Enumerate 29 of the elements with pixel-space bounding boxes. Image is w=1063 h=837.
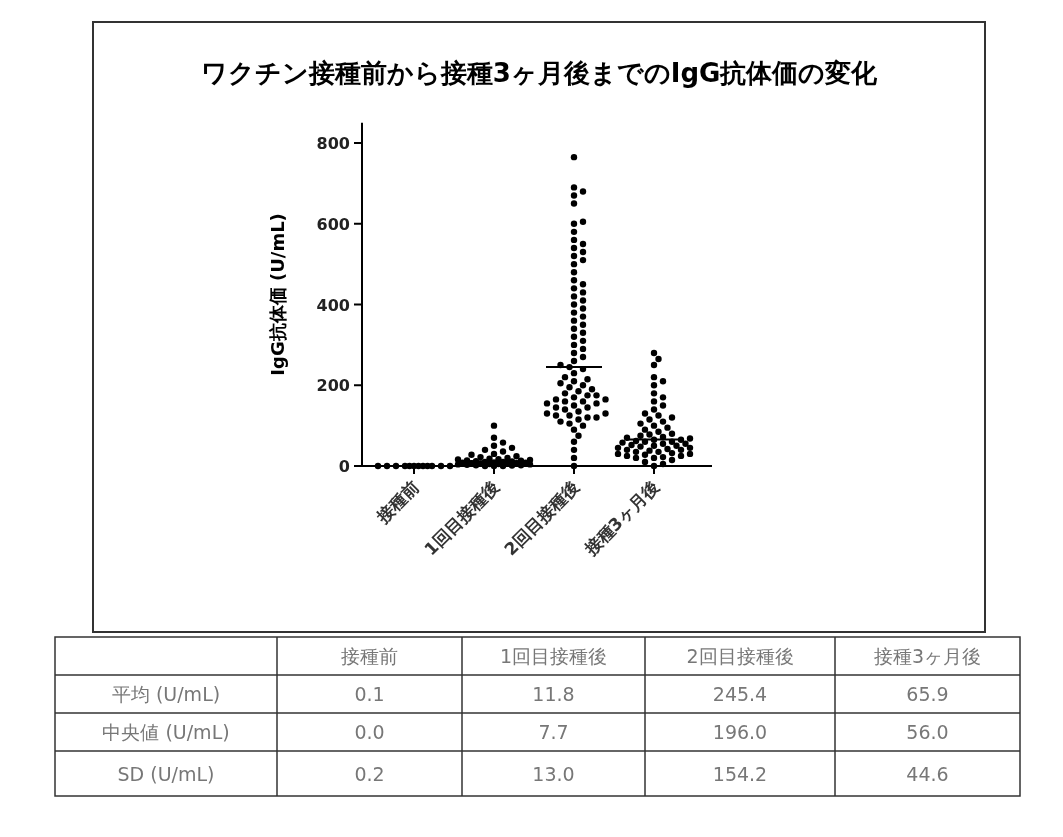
data-label: 56.0: [906, 721, 949, 743]
x-tick-label: 2回目接種後: [500, 476, 583, 560]
data-label: 154.2: [712, 762, 768, 785]
category-label: 接種前: [341, 645, 398, 667]
data-label: 245.4: [712, 683, 768, 705]
data-label: 11.8: [532, 683, 575, 705]
data-label: 0.2: [354, 762, 385, 785]
y-tick-label: 0: [338, 457, 350, 476]
y-tick-label: 800: [316, 134, 350, 153]
category-label: 2回目接種後: [686, 645, 794, 667]
text: 平均 (U/mL): [111, 683, 221, 705]
text: 中央値 (U/mL): [102, 721, 230, 743]
category-label: 接種3ヶ月後: [873, 645, 982, 667]
data-label: 196.0: [712, 721, 768, 743]
y-tick-label: 400: [316, 295, 350, 315]
data-label: 44.6: [906, 762, 949, 785]
data-label: 0.1: [354, 683, 385, 705]
y-tick-label: 600: [316, 214, 350, 234]
data-label: 0.0: [354, 721, 385, 743]
data-label: 65.9: [906, 683, 949, 705]
y-tick-label: 200: [316, 376, 350, 396]
data-label: 7.7: [538, 721, 569, 743]
chart-title: ワクチン接種前から接種3ヶ月後までのIgG抗体価の変化: [200, 58, 879, 88]
text: SD (U/mL): [117, 762, 215, 785]
data-label: 13.0: [532, 762, 575, 785]
category-label: 1回目接種後: [499, 645, 608, 667]
y-axis-title: IgG抗体価 (U/mL): [267, 213, 288, 376]
x-tick-label: 1回目接種後: [420, 476, 503, 560]
x-tick-label: 接種前: [371, 476, 423, 528]
